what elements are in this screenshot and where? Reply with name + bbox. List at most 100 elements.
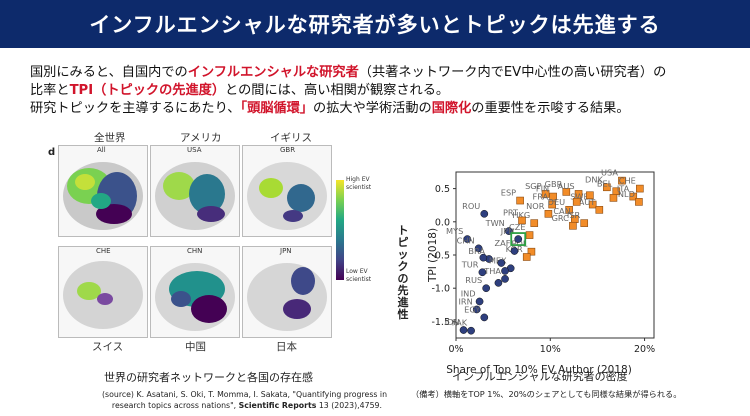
- point-label: RUS: [465, 275, 482, 285]
- map-code-gbr: GBR: [280, 146, 296, 154]
- point-label: CAN: [553, 206, 570, 216]
- data-point-low: [494, 279, 503, 287]
- data-point-low: [472, 305, 481, 314]
- point-label: ESP: [501, 188, 516, 198]
- map-label-gbr: イギリス: [270, 132, 312, 144]
- data-point-high: [518, 216, 526, 225]
- intro-line-1: 国別にみると、自国内でのインフルエンシャルな研究者（共著ネットワーク内でEV中心…: [30, 64, 730, 82]
- point-label: BRA: [468, 246, 485, 256]
- data-point-high: [544, 210, 553, 218]
- point-label: PRT: [503, 207, 519, 217]
- point-label: JPN: [500, 226, 514, 236]
- data-point-high: [562, 188, 571, 196]
- page-title: インフルエンシャルな研究者が多いとトピックは先進する: [89, 13, 661, 37]
- point-label: FIN: [536, 184, 549, 194]
- network-map-all: [63, 162, 143, 230]
- map-code-che: CHE: [96, 247, 111, 255]
- maps-caption: 世界の研究者ネットワークと各国の存在感: [104, 371, 313, 384]
- intro-text-3a: 研究トピックを主導するにあたり、: [30, 101, 241, 116]
- network-maps-figure: 全世界 アメリカ イギリス d High EV scientist Low E: [40, 128, 385, 373]
- data-point-high: [548, 200, 556, 209]
- y-tick-label: -0.5: [431, 251, 450, 262]
- source-text-a: research topics across nations",: [111, 401, 239, 410]
- data-point-high: [530, 219, 539, 227]
- intro-highlight-2: TPI（トピックの先進度）: [69, 83, 226, 98]
- intro-line-2: 比率とTPI（トピックの先進度）との間には、高い相関が観察される。: [30, 82, 730, 100]
- point-label: IDN: [445, 317, 460, 327]
- map-panel-gbr: [242, 145, 332, 237]
- map-panel-chn: [150, 246, 240, 338]
- source-text-c: 13 (2023),4759.: [316, 401, 382, 410]
- point-label: ITA: [617, 184, 630, 194]
- point-label: GRC: [552, 213, 570, 223]
- intro-highlight-4: 国際化: [431, 101, 472, 116]
- intro-text-1b: （共著ネットワーク内でEV中心性の高い研究者）の: [358, 65, 667, 80]
- intro-highlight-3: 「頭脳循環」: [240, 101, 314, 116]
- point-label: IRN: [459, 296, 473, 306]
- intro-highlight-1: インフルエンシャルな研究者: [187, 65, 359, 80]
- data-point-low: [480, 313, 489, 322]
- data-point-low: [510, 247, 519, 255]
- y-axis-jp-char: ピ: [398, 236, 409, 249]
- y-tick-label: -1.5: [431, 317, 450, 328]
- point-label: FRA: [532, 192, 548, 202]
- data-point-high: [522, 253, 531, 261]
- y-axis-jp-char: ク: [398, 260, 409, 273]
- y-axis-jp-char: 性: [398, 307, 409, 321]
- point-label: NLD: [618, 189, 635, 199]
- intro-text-2b: との間には、高い相関が観察される。: [225, 83, 450, 98]
- scatter-svg: 0.5 0.0 -0.5 -1.0 -1.5 0% 10% 20%Share of Top 1…: [398, 168, 656, 376]
- point-label: CZE: [509, 222, 526, 232]
- network-map-jpn: [247, 263, 327, 331]
- network-map-che: [63, 261, 143, 329]
- point-label: THA: [483, 266, 501, 276]
- point-label: SWE: [570, 192, 588, 202]
- x-tick-label: 20%: [634, 344, 655, 355]
- intro-text-3b: の拡大や学術活動の: [313, 101, 432, 116]
- source-journal: Scientific Reports: [238, 401, 317, 410]
- point-label: CHN: [457, 235, 475, 245]
- intro-line-3: 研究トピックを主導するにあたり、「頭脳循環」の拡大や学術活動の国際化の重要性を示…: [30, 100, 730, 118]
- highlight-box: [510, 232, 527, 246]
- map-label-usa: アメリカ: [180, 132, 222, 144]
- point-label: ISR: [567, 210, 581, 220]
- intro-text-2a: 比率と: [30, 83, 70, 98]
- y-axis-jp-char: ッ: [398, 248, 409, 261]
- point-label: BEL: [597, 178, 613, 188]
- chart-xcaption: インフルエンシャルな研究者の密度: [452, 370, 628, 383]
- network-map-chn: [155, 263, 235, 331]
- map-code-all: All: [97, 146, 106, 154]
- data-point-high: [572, 198, 581, 206]
- point-label: ZAF: [495, 238, 511, 248]
- data-point-high: [574, 190, 583, 198]
- data-point-high: [636, 184, 644, 193]
- data-point-high: [516, 196, 524, 205]
- data-point-low: [463, 235, 472, 243]
- y-tick-label: 0.0: [435, 217, 450, 228]
- data-point-high: [629, 192, 638, 201]
- data-point-high: [595, 206, 604, 214]
- point-label: PAK: [452, 318, 468, 328]
- map-panel-usa: [150, 145, 240, 237]
- intro-text: 国別にみると、自国内でのインフルエンシャルな研究者（共著ネットワーク内でEV中心…: [30, 64, 730, 118]
- source-line-2: research topics across nations", Scienti…: [102, 400, 387, 411]
- point-label: GBR: [545, 179, 563, 189]
- map-label-jpn: 日本: [276, 341, 297, 353]
- data-point-high: [609, 194, 618, 202]
- point-label: IND: [461, 288, 476, 298]
- y-axis-jp-char: ト: [398, 224, 409, 237]
- network-map-gbr: [247, 162, 327, 230]
- y-tick-label: -1.0: [431, 284, 450, 295]
- point-label: DNK: [585, 174, 603, 184]
- data-point-high: [541, 190, 550, 198]
- data-point-high: [565, 206, 573, 214]
- data-point-high: [527, 247, 536, 256]
- point-label: USA: [601, 168, 618, 178]
- point-label: MEX: [489, 255, 507, 265]
- source-citation: (source) K. Asatani, S. Oki, T. Momma, I…: [102, 389, 387, 411]
- data-point-low: [480, 209, 489, 218]
- y-tick-label: 0.5: [435, 184, 450, 195]
- point-label: AUS: [558, 181, 575, 191]
- data-point-low: [514, 235, 523, 243]
- map-panel-che: [58, 246, 148, 338]
